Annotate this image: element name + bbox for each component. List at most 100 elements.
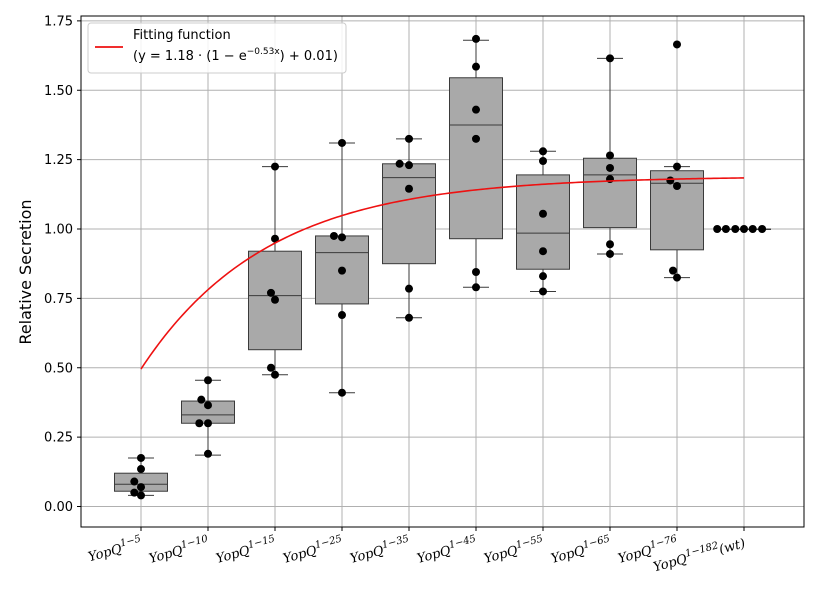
data-point	[197, 395, 206, 404]
data-point	[338, 311, 346, 320]
y-tick-label: 0.00	[44, 500, 73, 515]
x-tick-text: YopQ1−25	[281, 533, 345, 566]
legend: Fitting function (y = 1.18 · (1 − e−0.53…	[87, 22, 347, 74]
data-point	[539, 147, 547, 156]
data-point	[266, 288, 275, 297]
x-tick-label: YopQ1−65	[549, 533, 613, 566]
box	[114, 472, 168, 492]
data-point	[338, 233, 346, 242]
points-layer	[130, 34, 767, 500]
box	[382, 163, 436, 265]
data-point	[731, 225, 740, 233]
grid-lines	[81, 16, 804, 527]
data-point	[195, 419, 204, 428]
data-point	[539, 272, 547, 281]
data-point	[271, 295, 279, 304]
data-point	[266, 363, 275, 372]
data-point	[673, 162, 681, 171]
y-tick-label: 0.75	[44, 292, 73, 307]
data-point	[137, 453, 145, 462]
x-axis-ticks: YopQ1−5YopQ1−10YopQ1−15YopQ1−25YopQ1−35Y…	[86, 527, 747, 575]
data-point	[338, 388, 346, 397]
data-point	[271, 370, 279, 379]
data-point	[606, 249, 614, 258]
data-point	[539, 157, 547, 166]
legend-formula: (y = 1.18 · (1 − e−0.53x) + 0.01)	[133, 47, 338, 64]
data-point	[606, 151, 614, 160]
data-point	[539, 287, 547, 296]
data-point	[271, 162, 279, 171]
data-point	[405, 284, 413, 293]
data-point	[405, 313, 413, 322]
data-point	[606, 240, 614, 249]
data-point	[740, 225, 748, 233]
y-tick-label: 1.00	[44, 223, 73, 238]
y-tick-label: 1.50	[44, 84, 73, 99]
y-axis-label: Relative Secretion	[16, 199, 35, 344]
data-point	[673, 40, 681, 49]
y-tick-label: 1.25	[44, 153, 73, 168]
x-tick-text: YopQ1−35	[348, 533, 412, 566]
legend-title: Fitting function	[133, 28, 231, 43]
data-point	[271, 234, 279, 243]
data-point	[130, 477, 139, 486]
fit-top-layer	[140, 177, 745, 370]
x-tick-text: YopQ1−65	[549, 533, 613, 566]
data-point	[668, 266, 677, 275]
legend-box	[87, 22, 347, 74]
data-point	[137, 465, 145, 474]
boxes-layer	[114, 39, 771, 496]
data-point	[539, 247, 547, 256]
plot-frame	[80, 15, 805, 528]
data-point	[472, 105, 480, 114]
data-point	[713, 225, 722, 233]
data-point	[606, 163, 614, 172]
data-point	[338, 266, 346, 275]
data-point	[338, 138, 346, 147]
data-point	[472, 283, 480, 292]
fit-curve	[140, 177, 745, 370]
data-point	[204, 376, 212, 385]
data-point	[472, 34, 480, 43]
x-tick-label: YopQ1−5	[86, 533, 144, 565]
y-tick-label: 0.50	[44, 361, 73, 376]
data-point	[673, 181, 681, 190]
x-tick-text: YopQ1−55	[482, 533, 546, 566]
data-point	[539, 209, 547, 218]
box	[449, 77, 503, 240]
x-tick-label: YopQ1−55	[482, 533, 546, 566]
data-point	[673, 273, 681, 282]
data-point	[395, 159, 404, 168]
data-point	[329, 231, 338, 240]
x-tick-label: YopQ1−35	[348, 533, 412, 566]
data-point	[721, 225, 730, 233]
data-point	[204, 401, 212, 410]
x-tick-label: YopQ1−25	[281, 533, 345, 566]
data-point	[405, 184, 413, 193]
y-tick-label: 1.75	[44, 14, 73, 29]
data-point	[472, 268, 480, 277]
y-axis-ticks: 0.00 0.25 0.50 0.75 1.00 1.25 1.50 1.75	[44, 14, 81, 515]
x-tick-label: YopQ1−15	[214, 533, 278, 566]
data-point	[204, 419, 212, 428]
box	[315, 235, 369, 305]
data-point	[758, 225, 767, 233]
data-point	[137, 483, 145, 492]
x-tick-text: YopQ1−5	[86, 533, 144, 565]
data-point	[472, 62, 480, 71]
data-point	[130, 488, 139, 497]
x-tick-text: YopQ1−10	[147, 533, 212, 567]
data-point	[405, 134, 413, 143]
data-point	[666, 176, 675, 185]
data-point	[204, 449, 212, 458]
data-point	[748, 225, 757, 233]
data-point	[137, 491, 145, 500]
x-tick-text: YopQ1−15	[214, 533, 278, 566]
x-tick-label: YopQ1−10	[147, 533, 212, 567]
x-tick-text: YopQ1−45	[415, 533, 479, 566]
data-point	[472, 134, 480, 143]
y-tick-label: 0.25	[44, 431, 73, 446]
data-point	[606, 54, 614, 63]
x-tick-label: YopQ1−45	[415, 533, 479, 566]
